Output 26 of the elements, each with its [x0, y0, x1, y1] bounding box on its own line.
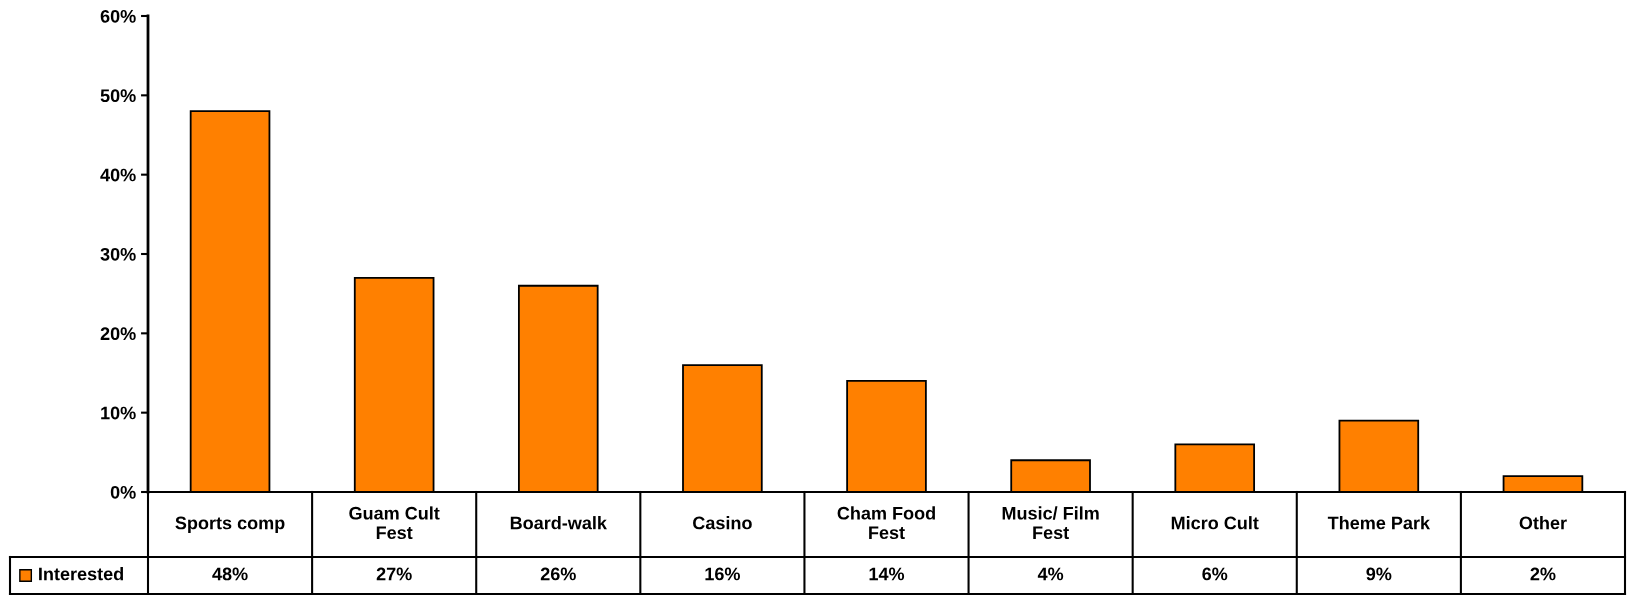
y-tick-label: 60% — [100, 9, 136, 23]
text: 4% — [1037, 567, 1064, 581]
y-tick-label: 50% — [100, 89, 136, 103]
text: 14% — [869, 567, 905, 581]
x-tick-label: Micro Cult — [1171, 516, 1259, 530]
x-tick-label: Cham Food Fest — [837, 506, 935, 540]
x-tick-label: Casino — [693, 516, 752, 530]
x-tick-label: Theme Park — [1327, 516, 1431, 530]
y-tick-label: 30% — [100, 247, 136, 261]
text: 9% — [1366, 567, 1392, 581]
text: 48% — [212, 567, 248, 581]
text: 27% — [376, 567, 412, 581]
text: 16% — [705, 567, 740, 581]
y-tick-label: 40% — [100, 168, 136, 182]
legend-label: Interested — [39, 567, 123, 581]
y-tick-label: 0% — [110, 485, 136, 499]
text: 6% — [1202, 567, 1228, 581]
y-tick-label: 20% — [100, 327, 136, 341]
x-tick-label: Guam Cult Fest — [349, 506, 440, 540]
x-tick-label: Board-walk — [510, 516, 607, 530]
text: 26% — [540, 567, 576, 581]
x-tick-label: Other — [1519, 516, 1567, 530]
x-tick-label: Music/ Film Fest — [1002, 506, 1099, 540]
y-tick-label: 10% — [101, 406, 136, 420]
x-tick-label: Sports comp — [175, 516, 285, 533]
text: 2% — [1530, 567, 1556, 581]
